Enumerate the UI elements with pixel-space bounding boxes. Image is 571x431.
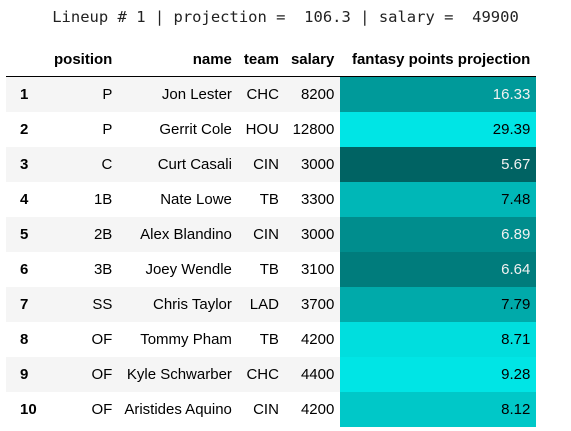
projection-cell: 8.71 (340, 322, 537, 357)
team-cell: LAD (237, 287, 285, 322)
column-header-name: name (118, 42, 238, 77)
position-cell: OF (91, 401, 113, 418)
player-name-cell: Joey Wendle (145, 261, 232, 278)
row-index: 5 (6, 217, 48, 252)
table-row: 2 P Gerrit Cole HOU 12800 29.39 (6, 112, 537, 147)
lineup-table: position name team salary fantasy points… (6, 42, 537, 427)
row-index: 6 (20, 261, 29, 278)
player-name-cell: Chris Taylor (118, 287, 238, 322)
position-cell: C (48, 147, 119, 182)
player-name-cell: Gerrit Cole (159, 121, 232, 138)
salary-cell: 4200 (300, 401, 335, 418)
row-index: 2 (20, 121, 29, 138)
lineup-caption: Lineup # 1 | projection = 106.3 | salary… (52, 8, 519, 26)
row-index: 10 (20, 401, 37, 418)
position-cell: OF (91, 331, 113, 348)
salary-cell: 8200 (284, 76, 341, 112)
projection-cell: 7.79 (340, 287, 537, 322)
table-row: 5 2B Alex Blandino CIN 3000 6.89 (6, 217, 537, 252)
position-cell: P (102, 121, 113, 138)
column-header-position: position (48, 42, 119, 77)
table-row: 8 OF Tommy Pham TB 4200 8.71 (6, 322, 537, 357)
column-header-team: team (237, 42, 285, 77)
row-index: 4 (20, 191, 29, 208)
projection-cell: 29.39 (340, 112, 537, 147)
salary-cell: 4400 (284, 357, 341, 392)
column-header-salary: salary (284, 42, 341, 77)
column-header-projection: fantasy points projection (340, 42, 537, 77)
projection-cell: 6.64 (340, 252, 537, 287)
team-cell: TB (259, 331, 279, 348)
salary-cell: 12800 (292, 121, 335, 138)
player-name-cell: Nate Lowe (160, 191, 232, 208)
team-cell: CHC (237, 76, 285, 112)
team-cell: CIN (253, 401, 279, 418)
column-header-index (6, 42, 48, 77)
position-cell: OF (48, 357, 119, 392)
projection-cell: 9.28 (340, 357, 537, 392)
player-name-cell: Alex Blandino (118, 217, 238, 252)
table-row: 10 OF Aristides Aquino CIN 4200 8.12 (6, 392, 537, 427)
team-cell: HOU (245, 121, 279, 138)
position-cell: 2B (48, 217, 119, 252)
player-name-cell: Kyle Schwarber (118, 357, 238, 392)
projection-cell: 16.33 (340, 76, 537, 112)
position-cell: SS (48, 287, 119, 322)
row-index: 9 (6, 357, 48, 392)
salary-cell: 3000 (284, 147, 341, 182)
team-cell: CIN (237, 217, 285, 252)
team-cell: TB (259, 191, 279, 208)
table-row: 7 SS Chris Taylor LAD 3700 7.79 (6, 287, 537, 322)
row-index: 8 (20, 331, 29, 348)
projection-cell: 7.48 (340, 182, 537, 217)
row-index: 3 (6, 147, 48, 182)
projection-cell: 5.67 (340, 147, 537, 182)
table-row: 9 OF Kyle Schwarber CHC 4400 9.28 (6, 357, 537, 392)
player-name-cell: Aristides Aquino (124, 401, 232, 418)
position-cell: P (48, 76, 119, 112)
salary-cell: 3000 (284, 217, 341, 252)
player-name-cell: Curt Casali (118, 147, 238, 182)
table-row: 4 1B Nate Lowe TB 3300 7.48 (6, 182, 537, 217)
salary-cell: 4200 (300, 331, 335, 348)
table-row: 1 P Jon Lester CHC 8200 16.33 (6, 76, 537, 112)
team-cell: CIN (237, 147, 285, 182)
salary-cell: 3300 (300, 191, 335, 208)
projection-cell: 6.89 (340, 217, 537, 252)
table-row: 6 3B Joey Wendle TB 3100 6.64 (6, 252, 537, 287)
team-cell: CHC (237, 357, 285, 392)
team-cell: TB (259, 261, 279, 278)
projection-cell: 8.12 (340, 392, 537, 427)
salary-cell: 3700 (284, 287, 341, 322)
player-name-cell: Tommy Pham (140, 331, 232, 348)
row-index: 7 (6, 287, 48, 322)
header-row: position name team salary fantasy points… (6, 42, 537, 77)
position-cell: 3B (93, 261, 113, 278)
table-row: 3 C Curt Casali CIN 3000 5.67 (6, 147, 537, 182)
row-index: 1 (6, 76, 48, 112)
salary-cell: 3100 (300, 261, 335, 278)
position-cell: 1B (93, 191, 113, 208)
player-name-cell: Jon Lester (118, 76, 238, 112)
